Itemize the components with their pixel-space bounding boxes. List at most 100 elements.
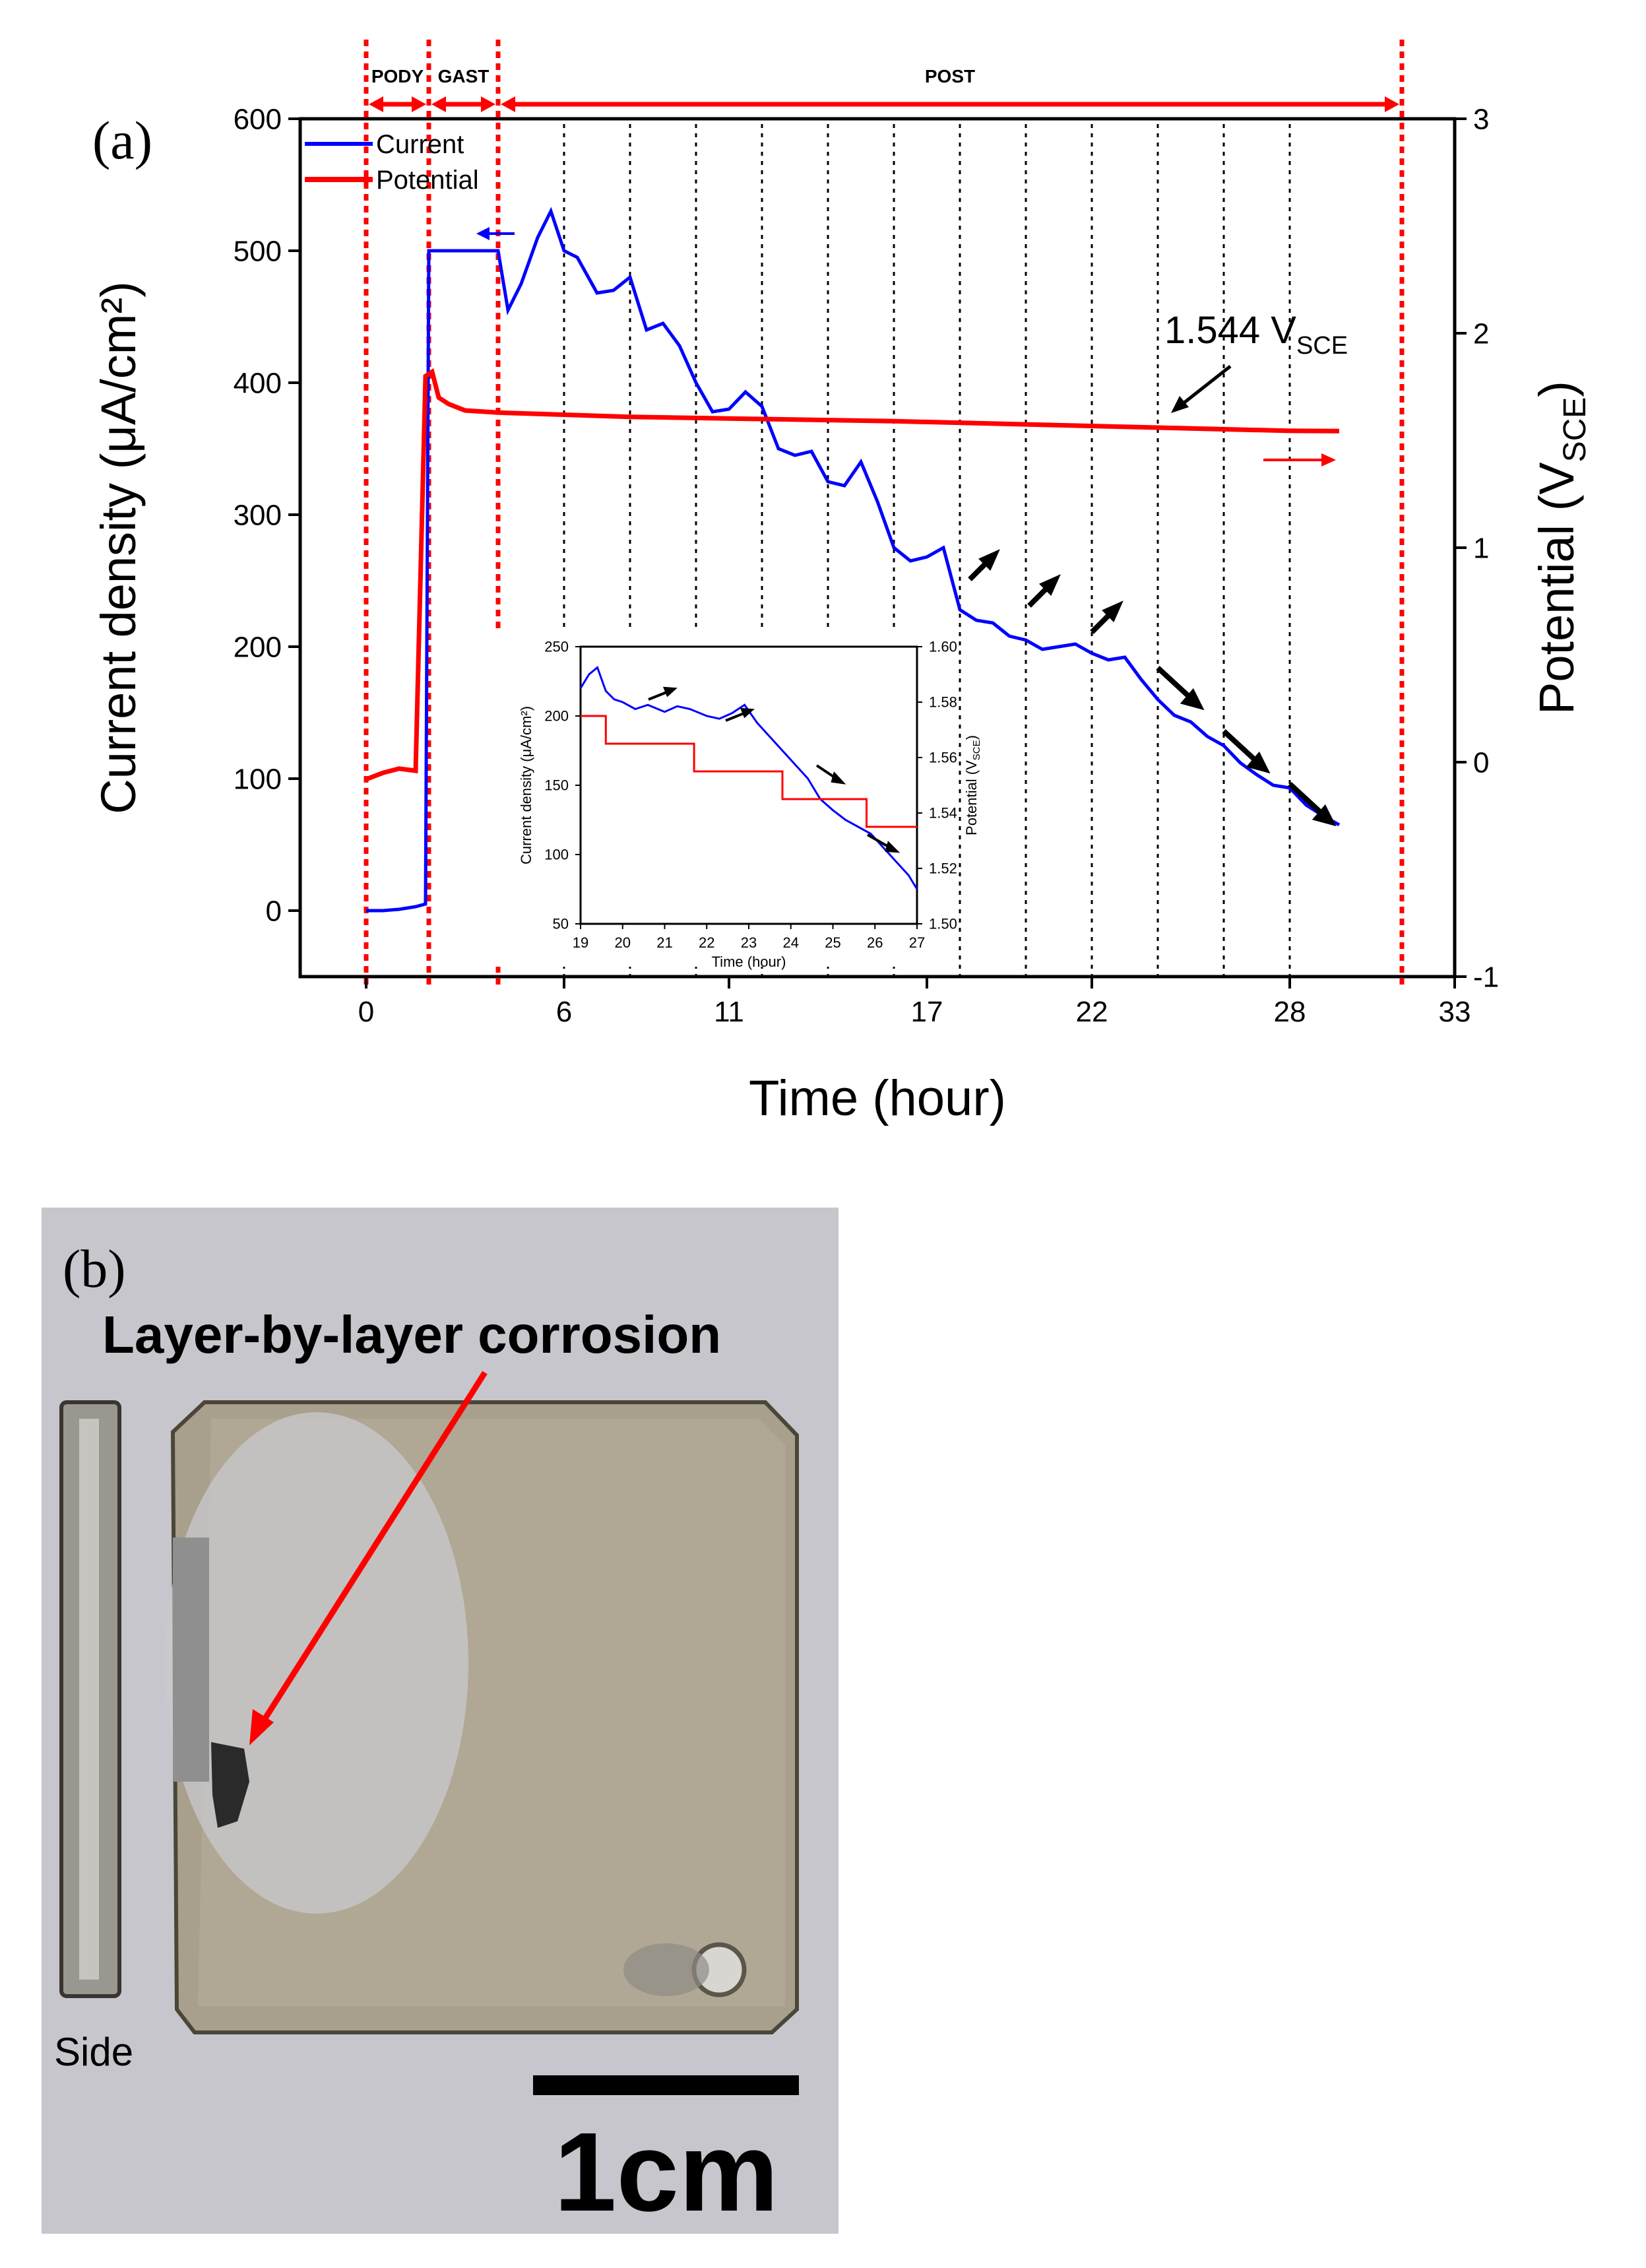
inset-x-ticks: 19 20 21 22 23 24 25 26 27 [573,924,925,951]
right-tick-label: 1.58 [929,694,957,711]
right-axis-title-sub: SCE [1558,397,1593,463]
inset-right-title-main: Potential (V [963,760,980,835]
y-tick-label: 500 [234,235,282,267]
side-specimen-highlight [79,1419,99,1980]
right-tick-label: 1.54 [929,805,957,822]
annotation-arrow [1176,365,1232,409]
panel-b-photo: (b) Side Layer-by-layer corrosion 1cm [42,1208,839,2235]
x-tick-label: 21 [656,934,672,951]
potential-axis-arrow [1263,453,1336,467]
right-tick-label: 1.56 [929,750,957,766]
y-tick-label: 300 [234,499,282,531]
corrosion-haze [165,1412,468,1914]
annotation-sub: SCE [1296,332,1348,360]
phase-arrow-head [1385,96,1399,112]
panel-a-label: (a) [92,110,152,170]
phase-arrow-head [431,96,446,112]
y-tick-label: 0 [266,895,282,927]
x-tick-label: 33 [1439,996,1471,1028]
phase-arrow-head [412,96,426,112]
x-tick-label: 11 [714,996,744,1028]
inset-right-title: Potential (VSCE) [963,735,982,835]
x-tick-label: 22 [1076,996,1108,1028]
inset-x-title: Time (hour) [712,954,786,970]
right-tick-label: 1.52 [929,860,957,877]
phase-arrows: PODY GAST POST [369,66,1399,112]
inset-right-title-end: ) [963,735,980,740]
x-tick-label: 17 [911,996,943,1028]
phase-label: GAST [438,66,490,86]
phase-arrow-head [501,96,515,112]
inset-y-ticks: 50 100 150 200 250 [544,639,581,932]
side-label: Side [54,2030,133,2074]
inset-right-ticks: 1.50 1.52 1.54 1.56 1.58 1.60 [917,639,957,932]
legend-label-potential: Potential [376,166,479,195]
annotation-arrow-head [1171,396,1189,413]
x-tick-label: 20 [615,934,631,951]
right-tick-label: 2 [1473,317,1489,350]
y-tick-label: 250 [544,639,569,655]
y-tick-label: 200 [234,631,282,663]
x-tick-label: 24 [783,934,799,951]
right-axis-title-end: ) [1529,381,1584,397]
y-tick-label: 200 [544,708,569,725]
phase-arrow-head [369,96,383,112]
x-tick-label: 26 [867,934,883,951]
annotation-main: 1.544 V [1164,309,1296,352]
right-axis-title-main: Potential (V [1529,462,1584,715]
trend-arrows [968,549,1337,827]
y-tick-label: 150 [544,777,569,794]
right-tick-label: 1.50 [929,916,957,932]
scale-bar [533,2075,799,2095]
series-current-line [366,207,1341,913]
right-axis-ticks: -1 0 1 2 3 [1455,103,1499,993]
x-tick-label: 19 [573,934,588,951]
inset-y-title: Current density (μA/cm²) [518,706,534,864]
x-tick-label: 0 [358,996,374,1028]
y-axis-title: Current density (μA/cm²) [91,281,146,814]
current-axis-arrow [476,227,515,240]
corrosion-annotation: Layer-by-layer corrosion [102,1305,721,1364]
inset-right-title-sub: SCE [971,740,982,760]
inset-series-potential [581,715,917,828]
corrosion-dark-pits [211,1742,249,1828]
corrosion-arrow-head [249,1709,274,1745]
phase-label: POST [925,66,975,86]
y-tick-label: 400 [234,367,282,399]
right-tick-label: -1 [1473,961,1499,993]
x-axis-title: Time (hour) [749,1070,1006,1126]
inset-series-current [579,665,918,890]
series-potential-line [365,368,1340,782]
right-tick-label: 1.60 [929,639,957,655]
y-tick-label: 100 [234,763,282,795]
right-axis-title: Potential (VSCE) [1529,381,1593,715]
inset-trend-arrows [648,686,901,853]
panel-b-label: (b) [63,1239,126,1299]
right-tick-label: 0 [1473,746,1489,779]
annotation-potential-value: 1.544 VSCE [1164,309,1348,360]
scale-label: 1cm [554,2110,778,2235]
phase-label: PODY [371,66,424,86]
corrosion-edge-damage [173,1538,209,1782]
y-axis-ticks: 0 100 200 300 400 500 600 [234,103,300,927]
hole-stain [623,1943,709,1996]
x-axis-ticks: 0 6 11 17 22 28 33 [358,977,1471,1028]
phase-arrow-head [481,96,495,112]
right-tick-label: 3 [1473,103,1489,135]
x-tick-label: 22 [699,934,714,951]
main-chart: PODY GAST POST 0 6 11 17 22 28 33 01002003004005… [91,40,1593,1126]
y-tick-label: 600 [234,103,282,135]
x-tick-label: 25 [825,934,840,951]
x-tick-label: 27 [909,934,925,951]
legend-label-current: Current [376,130,464,159]
x-tick-label: 23 [741,934,757,951]
right-tick-label: 1 [1473,532,1489,564]
dotted-guides [563,124,1291,977]
x-tick-label: 6 [556,996,572,1028]
x-tick-label: 28 [1274,996,1306,1028]
y-tick-label: 100 [544,847,569,863]
legend: Current Potential [305,130,479,195]
y-tick-label: 50 [553,916,569,932]
